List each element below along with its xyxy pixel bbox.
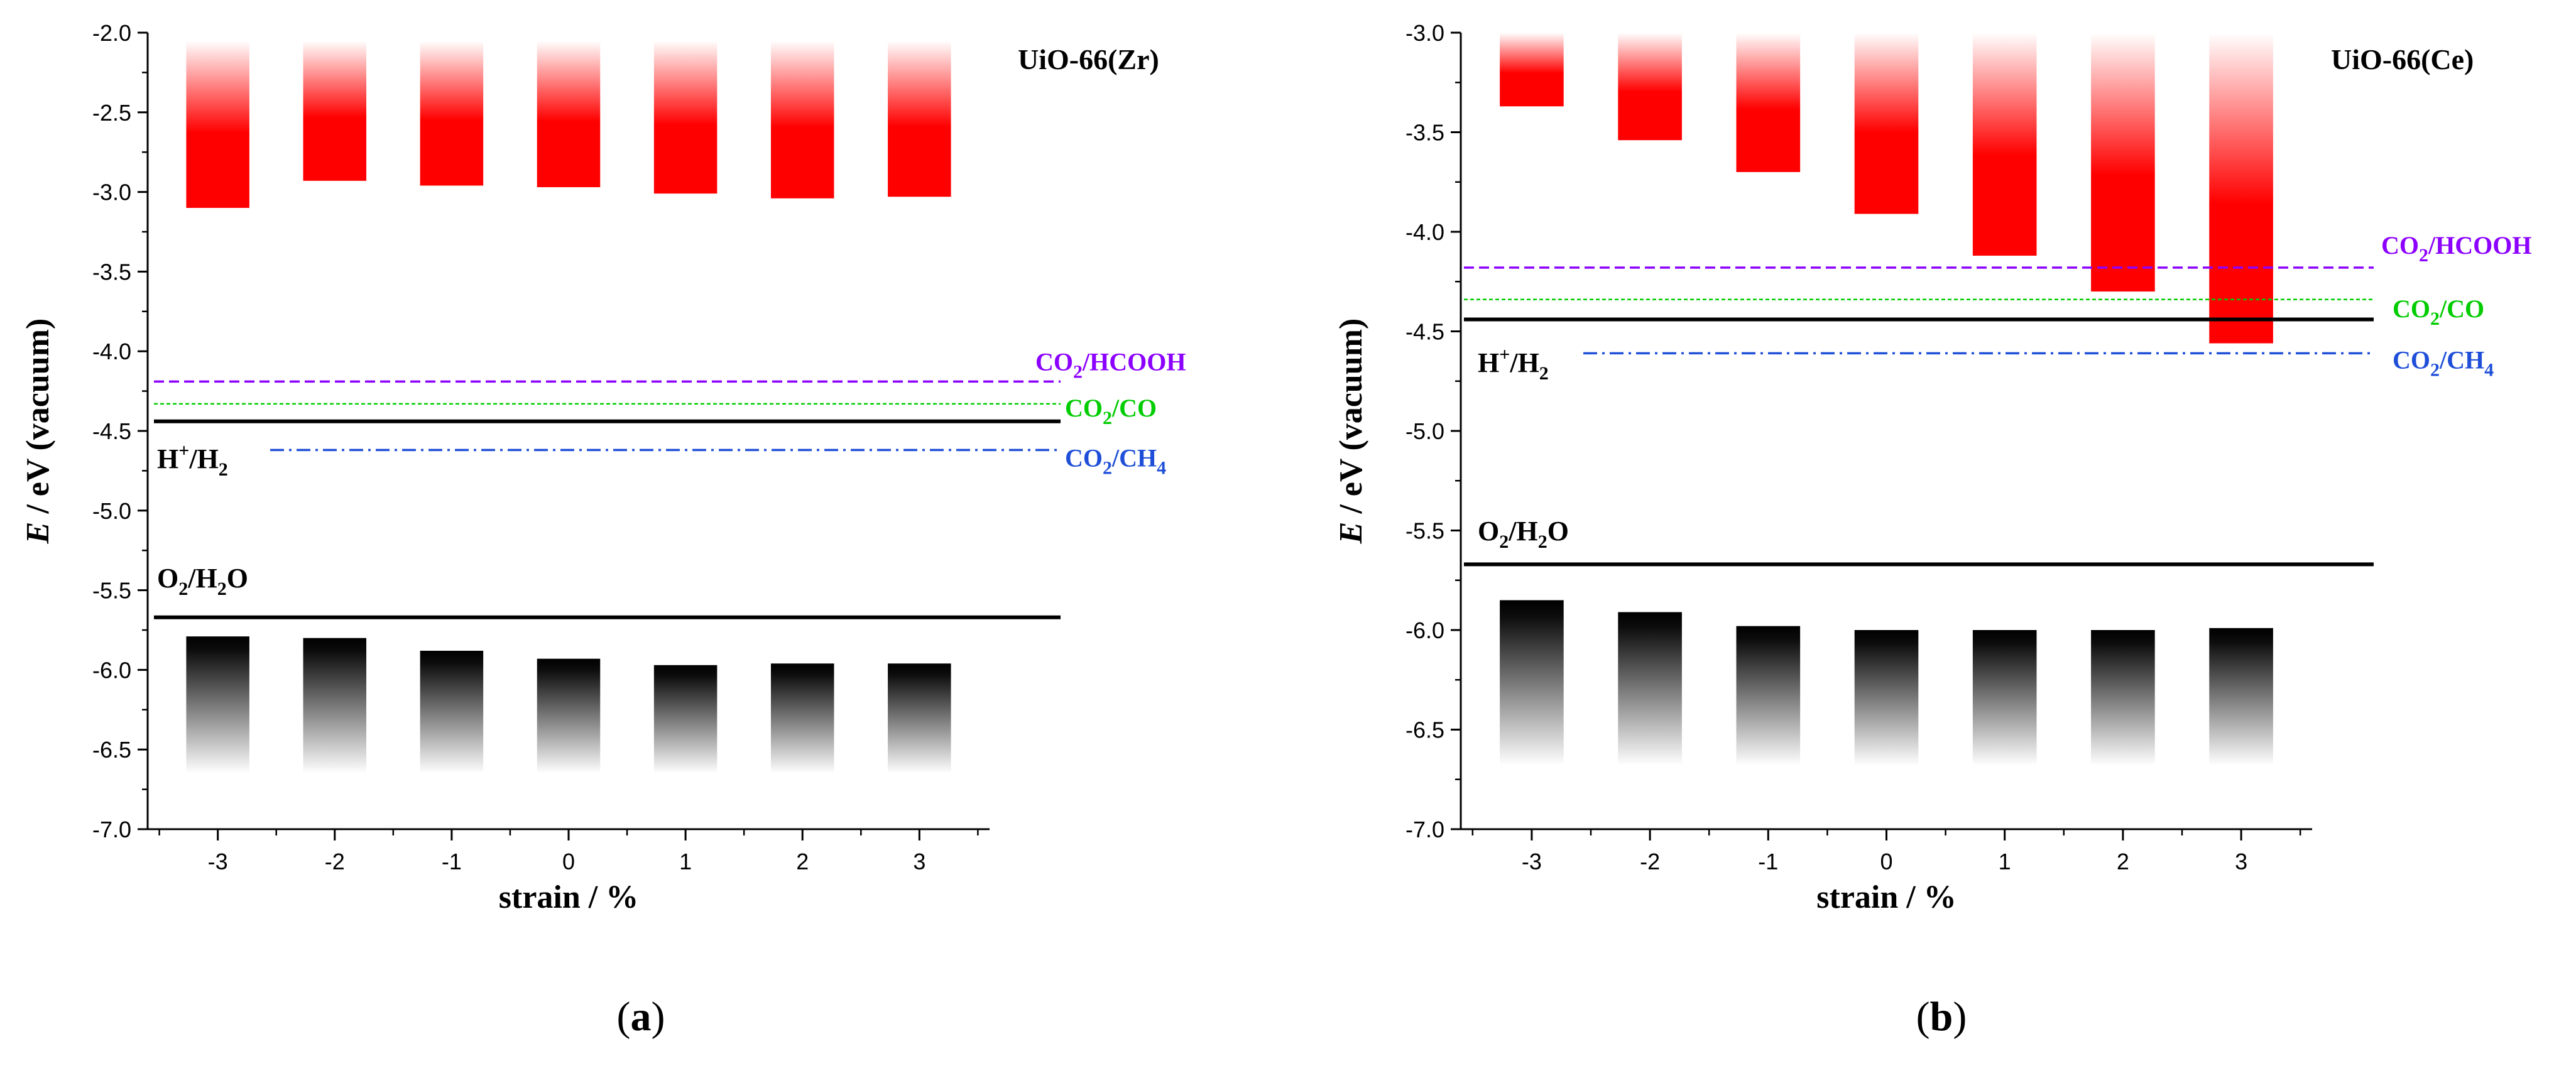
x-tick-label: 3	[913, 849, 925, 874]
vb-bar	[2209, 628, 2273, 766]
label-co2-hcooh: CO2/HCOOH	[1035, 347, 1186, 382]
panel-letter: (a)	[617, 994, 665, 1040]
y-tick-label: -4.0	[92, 339, 131, 364]
y-tick-label: -5.5	[1405, 518, 1444, 544]
y-tick-label: -3.0	[1405, 20, 1444, 46]
y-tick-label: -2.0	[92, 20, 131, 46]
y-axis-title: E / eV (vacuum)	[20, 318, 56, 545]
label-h-h2: H+/H2	[1478, 344, 1549, 384]
panel-letter: (b)	[1916, 994, 1967, 1040]
x-tick-label: 0	[1880, 849, 1892, 874]
x-axis-title: strain / %	[1816, 879, 1956, 915]
cb-bar	[303, 40, 367, 181]
cb-bar	[1618, 33, 1682, 141]
y-tick-label: -4.5	[92, 418, 131, 444]
cb-bar	[2091, 33, 2155, 292]
panel-title: UiO-66(Zr)	[1018, 43, 1159, 75]
cb-bar	[2209, 33, 2273, 344]
cb-bar	[888, 40, 951, 197]
cb-bar	[653, 40, 718, 194]
x-tick-label: -2	[1640, 849, 1660, 874]
vb-bar	[186, 636, 249, 774]
vb-bar	[1618, 612, 1682, 766]
vb-bar	[1500, 600, 1564, 766]
label-co2-co: CO2/CO	[1065, 394, 1157, 428]
label-co2-co: CO2/CO	[2393, 295, 2484, 329]
vb-bar	[888, 663, 951, 774]
x-axis-title: strain / %	[499, 879, 638, 915]
label-co2-hcooh: CO2/HCOOH	[2381, 231, 2531, 266]
y-tick-label: -6.0	[1405, 617, 1444, 643]
x-tick-label: -1	[1758, 849, 1778, 874]
vb-bar	[537, 658, 601, 774]
vb-bar	[1854, 630, 1919, 766]
y-tick-label: -6.5	[1405, 717, 1444, 743]
y-tick-label: -7.0	[92, 817, 131, 842]
cb-bar	[420, 40, 484, 186]
vb-bar	[653, 665, 718, 774]
cb-bar	[537, 40, 601, 187]
y-axis-title: E / eV (vacuum)	[1333, 318, 1369, 545]
y-tick-label: -7.0	[1405, 817, 1444, 842]
panel-b-uio66-ce: -3.0 -3.5 -4.0 -4.5 -5.0 -5.5 -6.0 -6.5 -7.0 -3 -2…	[1333, 20, 2531, 1040]
y-tick-label: -6.5	[92, 737, 131, 763]
label-h-h2: H+/H2	[157, 440, 228, 480]
x-tick-label: 2	[796, 849, 809, 874]
cb-bar	[1500, 33, 1564, 107]
y-tick-label: -5.0	[92, 498, 131, 524]
x-tick-label: -1	[442, 849, 462, 874]
x-tick-label: -2	[325, 849, 345, 874]
vb-bar	[420, 650, 484, 774]
x-tick-label: 3	[2235, 849, 2247, 874]
x-tick-label: 1	[679, 849, 692, 874]
x-tick-label: -3	[1522, 849, 1542, 874]
panel-title: UiO-66(Ce)	[2331, 43, 2474, 75]
cb-bar	[1854, 33, 1919, 214]
x-tick-label: 0	[562, 849, 575, 874]
label-co2-ch4: CO2/CH4	[1065, 443, 1166, 478]
cb-bar	[770, 40, 834, 199]
vb-bar	[770, 663, 834, 774]
cb-bar	[1972, 33, 2037, 256]
y-tick-label: -5.0	[1405, 418, 1444, 444]
x-tick-label: 2	[2117, 849, 2129, 874]
cb-bar	[186, 40, 249, 208]
x-tick-label: -3	[208, 849, 228, 874]
x-tick-label: 1	[1999, 849, 2011, 874]
y-tick-label: -4.0	[1405, 219, 1444, 245]
y-tick-label: -5.5	[92, 578, 131, 604]
y-tick-label: -2.5	[92, 100, 131, 126]
y-tick-label: -3.5	[92, 259, 131, 285]
label-o2-h2o: O2/H2O	[157, 563, 248, 599]
label-o2-h2o: O2/H2O	[1478, 516, 1569, 552]
y-tick-label: -3.5	[1405, 120, 1444, 146]
y-tick-label: -6.0	[92, 657, 131, 683]
y-tick-label: -4.5	[1405, 319, 1444, 345]
cb-bar	[1736, 33, 1801, 172]
panel-a-uio66-zr: -2.0 -2.5 -3.0 -3.5 -4.0 -4.5 -5.0 -5.5 -6.0 -6.5…	[20, 20, 1186, 1040]
vb-bar	[1972, 630, 2037, 766]
vb-bar	[1736, 626, 1801, 766]
vb-bar	[2091, 630, 2155, 766]
y-tick-label: -3.0	[92, 180, 131, 205]
vb-bar	[303, 638, 367, 774]
label-co2-ch4: CO2/CH4	[2393, 345, 2494, 380]
